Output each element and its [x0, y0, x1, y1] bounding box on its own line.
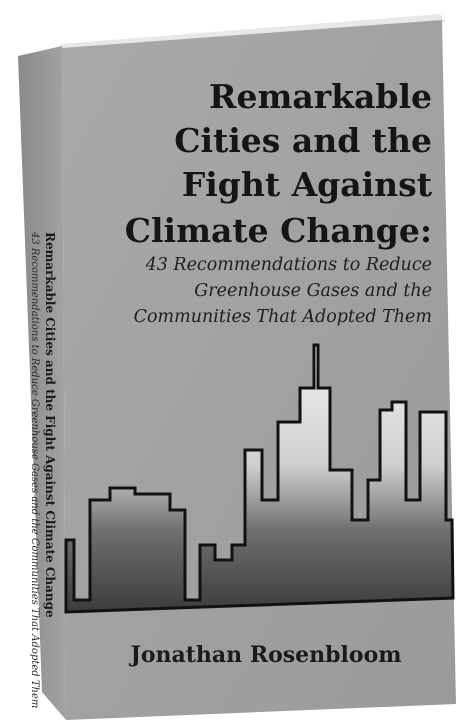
spine-title: Remarkable Cities and the Fight Against …: [43, 232, 57, 618]
skyline-meadow: [64, 343, 455, 614]
spine: [18, 46, 66, 720]
title-line: Remarkable: [209, 77, 432, 116]
title-line: Fight Against: [182, 165, 433, 204]
subtitle-line: Communities That Adopted Them: [134, 307, 432, 327]
cover-subtitle: 43 Recommendations to Reduce Greenhouse …: [134, 255, 432, 327]
author: Jonathan Rosenbloom: [128, 642, 401, 668]
spine-subtitle: 43 Recommendations to Reduce Greenhouse …: [29, 231, 40, 708]
subtitle-line: Greenhouse Gases and the: [194, 281, 432, 301]
title-line: Climate Change:: [125, 211, 432, 250]
title-line: Cities and the: [174, 121, 432, 160]
spine-text: Remarkable Cities and the Fight Against …: [29, 231, 57, 708]
cover-title: Remarkable Cities and the Fight Against …: [125, 77, 433, 250]
page-edge: [60, 14, 446, 50]
subtitle-line: 43 Recommendations to Reduce: [145, 255, 432, 275]
